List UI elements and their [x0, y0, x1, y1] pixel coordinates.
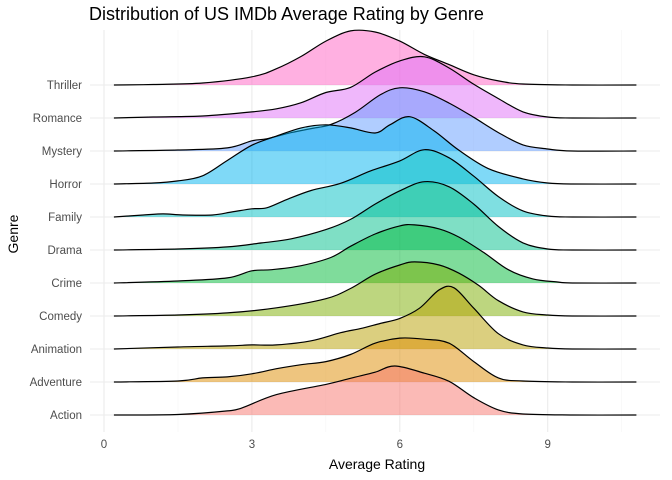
ridge-outline-action	[113, 365, 637, 416]
ridge-area-action	[113, 365, 637, 416]
ridge-adventure	[113, 337, 637, 383]
y-tick-label: Mystery	[42, 146, 83, 158]
y-axis-title: Genre	[5, 214, 21, 253]
ridge-horror	[113, 116, 637, 185]
ridge-outline-family	[113, 149, 637, 218]
ridge-outline-drama	[113, 180, 637, 251]
x-tick-label: 6	[397, 439, 403, 451]
y-tick-label: Animation	[31, 344, 82, 356]
ridge-drama	[113, 180, 637, 251]
ridge-area-adventure	[113, 337, 637, 383]
ridge-area-comedy	[113, 261, 637, 317]
x-axis-title: Average Rating	[329, 456, 425, 472]
ridge-family	[113, 149, 637, 218]
ridge-outline-animation	[113, 285, 637, 350]
y-tick-label: Comedy	[39, 311, 82, 323]
x-tick-label: 3	[249, 439, 255, 451]
ridge-action	[113, 365, 637, 416]
ridge-outline-romance	[113, 55, 637, 119]
ridge-thriller	[113, 29, 637, 86]
ridge-outline-comedy	[113, 261, 637, 317]
ridge-crime	[113, 223, 637, 284]
y-tick-label: Family	[48, 212, 82, 224]
ridge-outline-crime	[113, 223, 637, 284]
x-tick-labels: 0 3 6 9	[101, 439, 551, 451]
ridge-area-thriller	[113, 30, 637, 86]
ridge-area-animation	[113, 286, 637, 350]
y-tick-label: Thriller	[47, 80, 82, 92]
y-tick-labels: Action Adventure Animation Comedy Crime Drama…	[30, 80, 83, 422]
ridge-area-romance	[113, 56, 637, 119]
ridge-animation	[113, 285, 637, 350]
ridge-outline-adventure	[113, 337, 637, 383]
x-tick-label: 9	[544, 439, 550, 451]
y-tick-label: Romance	[33, 113, 82, 125]
ridge-mystery	[113, 87, 637, 152]
ridge-area-family	[113, 149, 637, 218]
chart-title: Distribution of US IMDb Average Rating b…	[89, 4, 484, 24]
y-tick-label: Drama	[47, 245, 82, 257]
x-tick-label: 0	[101, 439, 107, 451]
ridge-romance	[113, 55, 637, 119]
ridge-area-horror	[113, 116, 637, 185]
ridge-area-mystery	[113, 87, 637, 152]
ridge-outline-mystery	[113, 87, 637, 152]
ridge-outline-horror	[113, 116, 637, 185]
ridge-area-drama	[113, 181, 637, 251]
y-tick-label: Adventure	[30, 377, 82, 389]
ridges	[113, 29, 637, 416]
ridge-outline-thriller	[113, 29, 637, 86]
y-tick-label: Horror	[49, 179, 82, 191]
y-tick-label: Action	[50, 410, 82, 422]
y-tick-label: Crime	[51, 278, 82, 290]
ridge-comedy	[113, 261, 637, 317]
